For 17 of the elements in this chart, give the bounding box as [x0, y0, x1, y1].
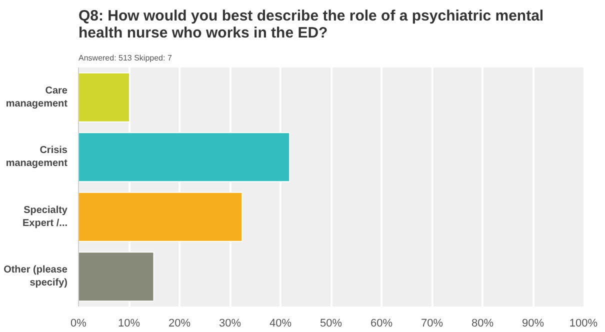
y-tick-label: Specialty Expert /... [22, 204, 68, 229]
x-tick-label: 30% [218, 318, 242, 330]
x-tick-label: 70% [420, 318, 444, 330]
y-tick-label: Care management [6, 85, 68, 110]
x-tick-label: 60% [370, 318, 393, 330]
x-tick-label: 50% [320, 318, 342, 330]
y-tick-label: Crisis management [6, 145, 68, 170]
y-tick-label: Other (please specify) [4, 264, 68, 289]
x-tick-label: 80% [471, 318, 494, 330]
x-tick-label: 20% [168, 318, 191, 330]
x-tick-label: 90% [522, 318, 544, 330]
x-tick-label: 0% [70, 318, 87, 330]
x-tick-label: 40% [269, 318, 292, 330]
chart-subtitle: Answered: 513 Skipped: 7 [78, 54, 172, 62]
chart-title: Q8: How would you best describe the role of a psychiatric mental health nurse who works in the ED? [78, 8, 544, 42]
x-tick-label: 100% [569, 318, 598, 330]
x-tick-label: 10% [118, 318, 140, 330]
